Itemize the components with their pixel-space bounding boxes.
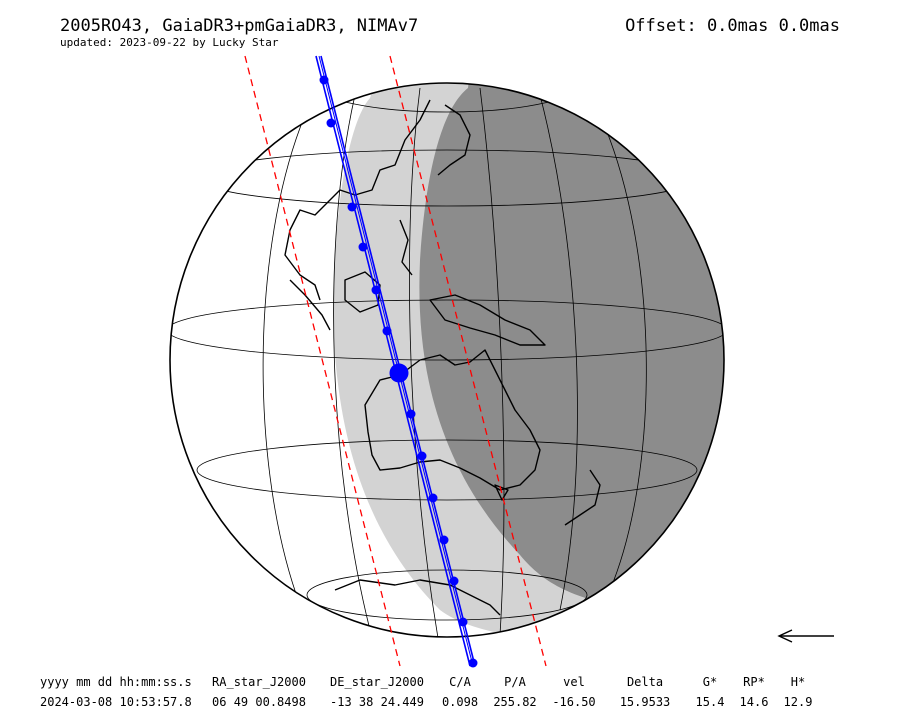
- time-marker: [382, 326, 392, 336]
- column-header: RP*: [743, 675, 765, 689]
- column-header: RA_star_J2000: [212, 675, 306, 689]
- column-header: DE_star_J2000: [330, 675, 424, 689]
- coastline-australia: [364, 349, 541, 491]
- time-marker: [358, 242, 368, 252]
- coastline-asia: [284, 99, 431, 301]
- path-edge-east: [320, 55, 476, 667]
- table-cell: -16.50: [552, 695, 596, 709]
- path-limits: [244, 55, 547, 667]
- time-marker: [468, 658, 478, 668]
- coastline-antarctica: [334, 579, 501, 616]
- time-marker: [347, 202, 357, 212]
- table-cell: 2024-03-08 10:53:57.8: [40, 695, 192, 709]
- terminator-shading: [333, 83, 724, 637]
- closest-approach-marker: [389, 363, 409, 383]
- map-title: 2005RO43, GaiaDR3+pmGaiaDR3, NIMAv7: [60, 16, 419, 36]
- coastline-new-zealand: [564, 469, 601, 526]
- time-marker: [449, 576, 459, 586]
- coastline-sumatra: [289, 279, 331, 331]
- arrow-left-icon: [777, 629, 834, 643]
- table-cell: -13 38 24.449: [330, 695, 424, 709]
- meridian-line: [409, 87, 439, 637]
- column-header: G*: [702, 675, 718, 689]
- path-edge-west: [315, 55, 471, 667]
- coastline-philippines: [399, 219, 413, 276]
- coastlines: [284, 99, 601, 616]
- table-cell: 15.4: [695, 695, 725, 709]
- column-header: H*: [790, 675, 806, 689]
- table-header-row: yyyy mm dd hh:mm:ss.s RA_star_J2000 DE_s…: [40, 672, 820, 692]
- time-marker: [406, 409, 416, 419]
- column-header: vel: [563, 675, 585, 689]
- column-header: P/A: [504, 675, 526, 689]
- meridian-line: [539, 94, 578, 611]
- event-table: yyyy mm dd hh:mm:ss.s RA_star_J2000 DE_s…: [40, 672, 820, 712]
- latitude-line: [306, 569, 588, 621]
- offset-label: Offset: 0.0mas 0.0mas: [625, 16, 840, 36]
- meridian-line: [599, 114, 647, 591]
- time-markers: [319, 75, 478, 668]
- column-header: Delta: [626, 675, 664, 689]
- time-marker: [319, 75, 329, 85]
- table-row: 2024-03-08 10:53:57.8 06 49 00.8498 -13 …: [40, 692, 820, 712]
- time-marker: [417, 451, 427, 461]
- time-marker: [439, 535, 449, 545]
- coastline-tasmania: [494, 484, 509, 501]
- globe-outline: [169, 82, 725, 638]
- meridian-line: [479, 87, 505, 636]
- path-center: [318, 55, 474, 667]
- column-header: C/A: [449, 675, 471, 689]
- shadow-path: [315, 55, 476, 667]
- latitude-line: [306, 83, 588, 113]
- coastline-new-guinea: [429, 294, 546, 346]
- table-cell: 12.9: [783, 695, 813, 709]
- time-marker: [428, 493, 438, 503]
- time-marker: [458, 617, 468, 627]
- latitude-line: [196, 439, 698, 501]
- table-cell: 0.098: [441, 695, 479, 709]
- time-marker: [326, 118, 336, 128]
- table-cell: 06 49 00.8498: [212, 695, 306, 709]
- table-cell: 255.82: [493, 695, 537, 709]
- time-marker: [371, 285, 381, 295]
- eastern-limit-line: [389, 55, 547, 667]
- western-limit-line: [244, 55, 401, 667]
- coastline-japan: [437, 104, 471, 176]
- update-note: updated: 2023-09-22 by Lucky Star: [60, 36, 279, 49]
- column-header: yyyy mm dd hh:mm:ss.s: [40, 675, 192, 689]
- meridian-line: [262, 114, 306, 606]
- table-cell: 14.6: [739, 695, 769, 709]
- table-cell: 15.9533: [619, 695, 671, 709]
- coastline-borneo: [344, 271, 381, 313]
